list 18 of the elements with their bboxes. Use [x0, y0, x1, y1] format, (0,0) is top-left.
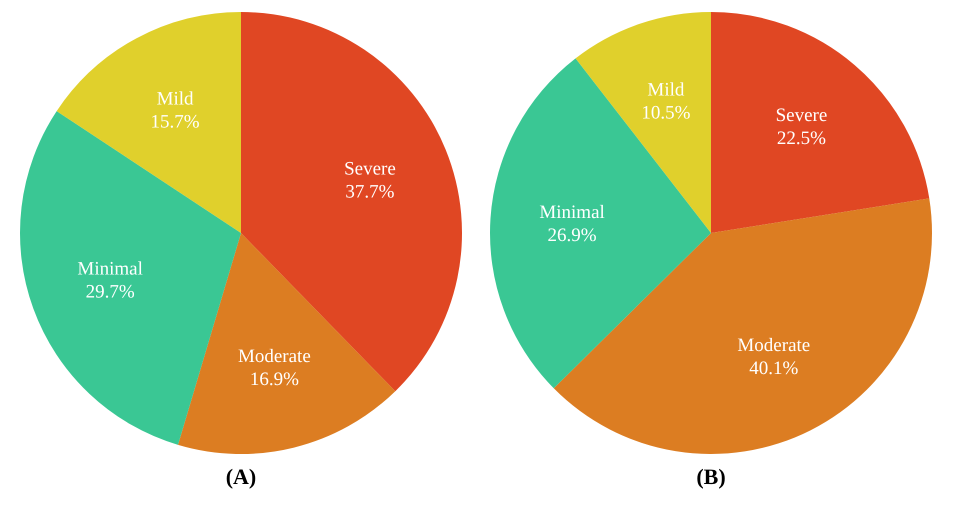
slice-label: Moderate — [737, 335, 810, 356]
data-label: 16.9% — [250, 369, 300, 390]
slice-label: Mild — [647, 79, 685, 100]
slice-label: Moderate — [238, 346, 311, 368]
slice-label: Mild — [156, 88, 194, 110]
data-label: 22.5% — [776, 128, 826, 150]
data-label: 40.1% — [749, 358, 799, 380]
data-label: 26.9% — [548, 224, 597, 246]
data-label: 37.7% — [345, 182, 395, 203]
slice-label: Minimal — [77, 258, 143, 280]
data-label: 15.7% — [150, 111, 200, 132]
data-label: 29.7% — [86, 282, 135, 303]
slice-label: Severe — [776, 105, 828, 126]
slice-label: Minimal — [539, 202, 605, 223]
text: (B) — [696, 464, 726, 490]
text: (A) — [226, 464, 256, 490]
slice-label: Severe — [344, 158, 396, 180]
data-label: 10.5% — [641, 102, 691, 124]
